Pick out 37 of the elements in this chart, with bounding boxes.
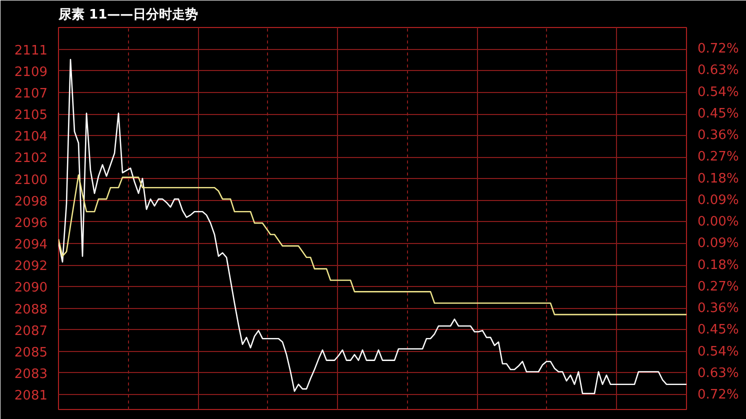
y2-tick-label: 0.18% (698, 171, 739, 186)
y2-tick-label: 0.72% (698, 42, 739, 57)
y-tick-label: 2102 (14, 151, 48, 166)
y2-tick-label: 0.36% (698, 301, 739, 316)
y2-tick-label: 0.54% (698, 84, 739, 100)
y2-tick-label: 0.45% (698, 322, 739, 338)
y-tick-label: 2083 (14, 366, 48, 382)
y-tick-label: 2098 (14, 194, 48, 210)
chart-title: 尿素 11——日分时走势 (58, 6, 198, 22)
line-series (58, 58, 686, 394)
y2-tick-label: 0.00% (698, 214, 739, 230)
y-tick-label: 2107 (14, 86, 48, 102)
y-tick-label: 2090 (14, 280, 48, 296)
y-tick-label: 2081 (14, 388, 48, 404)
y-tick-label: 2092 (14, 259, 48, 274)
y-tick-label: 2111 (14, 43, 48, 58)
y2-tick-label: 0.54% (698, 344, 739, 360)
y-tick-label: 2100 (14, 172, 48, 188)
y2-tick-label: 0.27% (698, 150, 739, 165)
line-series (58, 174, 686, 316)
y-tick-label: 2088 (14, 302, 48, 318)
y2-tick-label: 0.09% (698, 236, 739, 252)
y2-tick-label: 0.18% (698, 258, 739, 273)
y2-tick-label: 0.63% (698, 63, 739, 78)
y2-tick-label: 0.63% (698, 366, 739, 381)
y2-tick-label: 0.27% (698, 279, 739, 294)
y2-tick-label: 0.09% (698, 192, 739, 208)
y2-tick-label: 0.72% (698, 388, 739, 403)
y-tick-label: 2096 (14, 216, 48, 231)
y2-tick-label: 0.45% (698, 106, 739, 122)
y2-tick-label: 0.36% (698, 128, 739, 144)
y-tick-label: 2105 (14, 108, 48, 124)
y-tick-label: 2109 (14, 64, 48, 80)
y-tick-label: 2104 (14, 130, 48, 145)
y-tick-label: 2094 (14, 238, 48, 253)
y-tick-label: 2087 (14, 324, 48, 339)
y-tick-label: 2085 (14, 345, 48, 360)
